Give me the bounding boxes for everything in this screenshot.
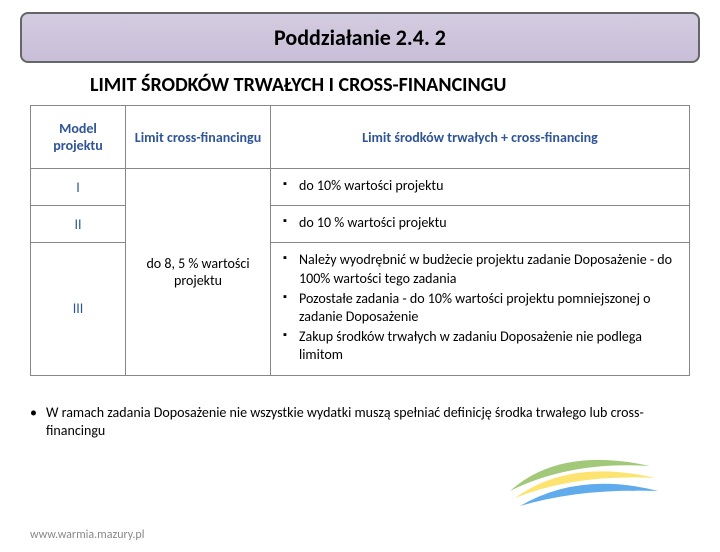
limit-item: Zakup środków trwałych w zadaniu Doposaż… — [281, 328, 679, 364]
footnote-text: W ramach zadania Doposażenie nie wszystk… — [30, 404, 690, 442]
col-header-limit: Limit środków trwałych + cross-financing — [271, 106, 690, 169]
decorative-swoosh-icon — [500, 436, 660, 516]
limit-item: Pozostałe zadania - do 10% wartości proj… — [281, 290, 679, 326]
limits-table: Model projektu Limit cross-financingu Li… — [30, 105, 690, 376]
model-cell: III — [31, 243, 126, 375]
limit-item: Należy wyodrębnić w budżecie projektu za… — [281, 251, 679, 287]
model-cell: I — [31, 169, 126, 206]
model-cell: II — [31, 206, 126, 243]
section-subtitle: LIMIT ŚRODKÓW TRWAŁYCH I CROSS-FINANCING… — [90, 73, 700, 97]
col-header-model: Model projektu — [31, 106, 126, 169]
footnote: W ramach zadania Doposażenie nie wszystk… — [30, 404, 690, 442]
limit-cell: do 10% wartości projektu — [271, 169, 690, 206]
page-title: Poddziałanie 2.4. 2 — [274, 24, 446, 51]
limit-item: do 10 % wartości projektu — [281, 214, 679, 232]
table-header-row: Model projektu Limit cross-financingu Li… — [31, 106, 690, 169]
limit-item: do 10% wartości projektu — [281, 177, 679, 195]
limit-cell: do 10 % wartości projektu — [271, 206, 690, 243]
limit-cell: Należy wyodrębnić w budżecie projektu za… — [271, 243, 690, 375]
cross-financing-cell: do 8, 5 % wartości projektu — [126, 169, 271, 376]
page-title-box: Poddziałanie 2.4. 2 — [20, 12, 700, 63]
table-row: I do 8, 5 % wartości projektu do 10% war… — [31, 169, 690, 206]
col-header-cross: Limit cross-financingu — [126, 106, 271, 169]
